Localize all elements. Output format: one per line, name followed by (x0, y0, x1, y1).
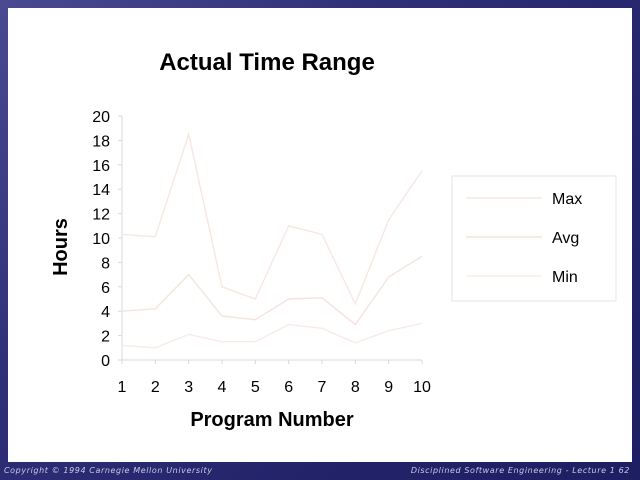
y-tick-label: 12 (92, 207, 110, 224)
x-tick-label: 6 (284, 379, 293, 396)
x-tick-label: 8 (351, 379, 360, 396)
x-tick-label: 9 (384, 379, 393, 396)
x-tick-label: 1 (118, 379, 127, 396)
series-lines (121, 131, 423, 349)
y-axis-label: Hours (50, 218, 72, 276)
slide-panel: Actual Time Range Hours Program Number 0… (8, 8, 632, 462)
x-tick-label: 4 (218, 379, 227, 396)
x-tick-label: 7 (318, 379, 327, 396)
y-tick-label: 18 (92, 133, 110, 150)
x-axis-label: Program Number (190, 409, 354, 431)
legend-label-avg: Avg (552, 230, 579, 247)
y-tick-label: 8 (101, 255, 110, 272)
footer-bar: Copyright © 1994 Carnegie Mellon Univers… (0, 462, 640, 480)
legend-label-max: Max (552, 191, 582, 208)
x-tick-label: 3 (184, 379, 193, 396)
x-tick-label: 5 (251, 379, 260, 396)
y-tick-label: 4 (101, 304, 110, 321)
line-chart: Actual Time Range Hours Program Number 0… (50, 49, 617, 431)
legend-label-min: Min (552, 269, 578, 286)
y-tick-label: 10 (92, 231, 110, 248)
legend-box (451, 175, 617, 302)
series-line-avg (121, 255, 423, 326)
footer-copyright: Copyright © 1994 Carnegie Mellon Univers… (4, 466, 213, 475)
x-tick-label: 10 (413, 379, 431, 396)
y-tick-label: 14 (92, 182, 110, 199)
y-tick-label: 6 (101, 280, 110, 297)
series-line-max (121, 131, 423, 306)
y-tick-label: 16 (92, 158, 110, 175)
x-tick-label: 2 (151, 379, 160, 396)
y-tick-label: 20 (92, 109, 110, 126)
legend: Max Avg Min (451, 175, 617, 302)
chart-title: Actual Time Range (159, 49, 375, 76)
series-line-min (121, 322, 423, 349)
y-tick-label: 2 (101, 329, 110, 346)
y-tick-label: 0 (101, 353, 110, 370)
footer-lecture: Disciplined Software Engineering - Lectu… (410, 466, 630, 475)
